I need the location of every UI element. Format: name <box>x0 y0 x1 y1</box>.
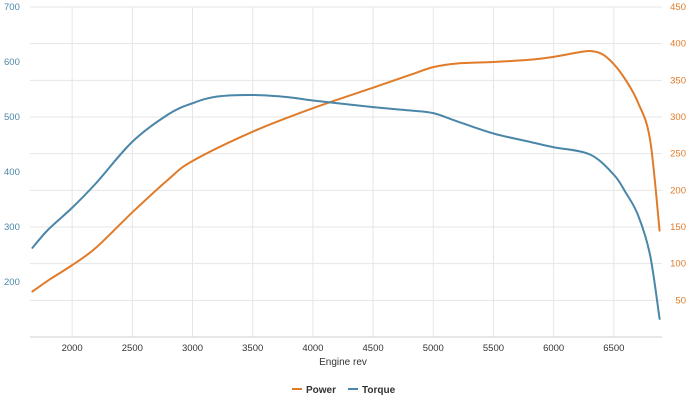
right-tick-label: 50 <box>675 295 686 306</box>
right-tick-label: 350 <box>670 75 686 86</box>
left-tick-label: 500 <box>4 112 20 123</box>
legend-label-torque[interactable]: Torque <box>362 385 396 396</box>
right-tick-label: 250 <box>670 149 686 160</box>
right-tick-label: 200 <box>670 185 686 196</box>
x-tick-label: 4000 <box>302 343 323 354</box>
right-tick-label: 150 <box>670 222 686 233</box>
x-tick-label: 2500 <box>122 343 143 354</box>
x-axis-title: Engine rev <box>319 357 367 368</box>
left-tick-label: 200 <box>4 277 20 288</box>
left-tick-label: 600 <box>4 57 20 68</box>
right-tick-label: 300 <box>670 112 686 123</box>
right-axis-ticks: 50 100 150 200 250 300 350 400 450 <box>670 2 686 306</box>
right-tick-label: 450 <box>670 2 686 13</box>
grid <box>30 6 662 338</box>
series <box>31 49 661 320</box>
x-tick-label: 6000 <box>543 343 564 354</box>
x-tick-label: 2000 <box>62 343 83 354</box>
x-tick-label: 5000 <box>423 343 444 354</box>
legend: Power Torque <box>292 385 396 396</box>
right-tick-label: 400 <box>670 39 686 50</box>
x-axis-ticks: 2000 2500 3000 3500 4000 4500 5000 5500 6000 6500 <box>62 343 625 354</box>
left-tick-label: 700 <box>4 2 20 13</box>
left-axis-ticks: 200 300 400 500 600 700 <box>4 2 20 288</box>
x-tick-label: 3500 <box>242 343 263 354</box>
left-tick-label: 400 <box>4 167 20 178</box>
left-tick-label: 300 <box>4 222 20 233</box>
x-tick-label: 6500 <box>603 343 624 354</box>
x-tick-label: 3000 <box>182 343 203 354</box>
series-line-power[interactable] <box>31 49 661 293</box>
right-tick-label: 100 <box>670 259 686 270</box>
x-tick-label: 5500 <box>483 343 504 354</box>
series-line-torque[interactable] <box>31 93 661 320</box>
x-tick-label: 4500 <box>363 343 384 354</box>
legend-label-power[interactable]: Power <box>306 385 336 396</box>
